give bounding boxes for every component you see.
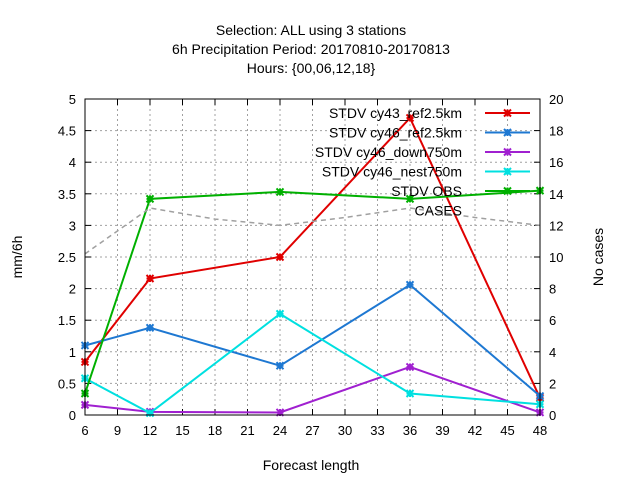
- title-line-2: 6h Precipitation Period: 20170810-201708…: [172, 41, 450, 57]
- x-tick-label: 21: [240, 423, 254, 438]
- x-tick-label: 30: [338, 423, 352, 438]
- y2-tick-label: 6: [549, 313, 556, 328]
- data-point-stdv-cy46-down750m: [275, 408, 285, 417]
- y-tick-label: 2: [69, 282, 76, 297]
- x-tick-label: 33: [370, 423, 384, 438]
- x-tick-label: 36: [403, 423, 417, 438]
- y-tick-label: 3.5: [58, 187, 76, 202]
- y2-tick-label: 0: [549, 408, 556, 423]
- legend-marker-stdv-cy46-down750m: [503, 147, 512, 157]
- x-tick-label: 15: [175, 423, 189, 438]
- x-tick-label: 42: [468, 423, 482, 438]
- title-line-3: Hours: {00,06,12,18}: [247, 60, 376, 76]
- x-tick-label: 27: [305, 423, 319, 438]
- x-tick-label: 18: [208, 423, 222, 438]
- chart-title: Selection: ALL using 3 stations 6h Preci…: [172, 22, 450, 76]
- x-tick-label: 9: [114, 423, 121, 438]
- legend: STDV cy43_ref2.5km STDV cy46_ref2.5km STDV…: [315, 105, 530, 219]
- data-point-stdv-obs: [405, 194, 415, 204]
- legend-marker-stdv-obs: [503, 186, 512, 196]
- data-point-stdv-cy46-ref2-5km: [405, 280, 415, 290]
- series-line-cases: [84, 207, 541, 255]
- y2-tick-label: 18: [549, 124, 563, 139]
- y2-axis-label: No cases: [590, 228, 606, 286]
- legend-marker-stdv-cy43-ref2-5km: [503, 108, 512, 118]
- x-tick-label: 24: [273, 423, 287, 438]
- y2-tick-label: 4: [549, 345, 556, 360]
- y-tick-label: 5: [69, 92, 76, 107]
- title-line-1: Selection: ALL using 3 stations: [216, 22, 406, 38]
- y-tick-label: 4: [69, 155, 76, 170]
- y-axis-label: mm/6h: [9, 236, 25, 279]
- x-tick-label: 45: [500, 423, 514, 438]
- x-tick-label: 6: [81, 423, 88, 438]
- data-point-stdv-cy46-nest750m: [405, 389, 415, 398]
- legend-label-stdv-cy43-ref2-5km: STDV cy43_ref2.5km: [329, 105, 462, 121]
- data-point-stdv-obs: [275, 187, 285, 197]
- y-tick-label: 0.5: [58, 376, 76, 391]
- data-point-stdv-cy46-down750m: [405, 362, 415, 372]
- plot-frame: [84, 98, 541, 416]
- data-point-stdv-cy46-nest750m: [275, 309, 285, 319]
- y2-tick-label: 20: [549, 92, 563, 107]
- data-point-stdv-cy46-ref2-5km: [275, 361, 285, 370]
- y-tick-label: 2.5: [58, 250, 76, 265]
- legend-label-cases: CASES: [415, 203, 462, 219]
- data-point-stdv-cy43-ref2-5km: [145, 274, 155, 283]
- legend-marker-stdv-cy46-ref2-5km: [503, 128, 512, 137]
- data-point-stdv-cy43-ref2-5km: [405, 113, 415, 123]
- y2-tick-label: 10: [549, 250, 563, 265]
- y-tick-label: 3: [69, 218, 76, 233]
- x-tick-label: 48: [533, 423, 547, 438]
- y2-tick-label: 14: [549, 187, 563, 202]
- legend-label-stdv-obs: STDV OBS: [391, 183, 462, 199]
- y2-tick-label: 16: [549, 155, 563, 170]
- legend-label-stdv-cy46-nest750m: STDV cy46_nest750m: [322, 164, 462, 180]
- legend-marker-stdv-cy46-nest750m: [503, 167, 512, 176]
- y-tick-label: 4.5: [58, 124, 76, 139]
- y-tick-label: 1.5: [58, 313, 76, 328]
- x-tick-label: 39: [435, 423, 449, 438]
- legend-label-stdv-cy46-ref2-5km: STDV cy46_ref2.5km: [329, 125, 462, 141]
- data-point-stdv-cy43-ref2-5km: [275, 252, 285, 262]
- y-axis-ticks: 0 0.5 1 1.5 2 2.5 3 3.5 4 4.5 5: [58, 92, 91, 423]
- series-lines: [80, 113, 545, 418]
- data-point-stdv-cy46-ref2-5km: [145, 323, 155, 332]
- y-tick-label: 0: [69, 408, 76, 423]
- x-axis-label: Forecast length: [263, 457, 360, 473]
- y2-axis-ticks: 0 2 4 6 8 10 12 14 16 18 20: [534, 92, 563, 423]
- y2-tick-label: 8: [549, 282, 556, 297]
- legend-label-stdv-cy46-down750m: STDV cy46_down750m: [315, 144, 462, 160]
- x-tick-label: 12: [143, 423, 157, 438]
- y2-tick-label: 2: [549, 376, 556, 391]
- grid-lines: [85, 99, 540, 415]
- y-tick-label: 1: [69, 345, 76, 360]
- y2-tick-label: 12: [549, 218, 563, 233]
- data-point-stdv-obs: [145, 194, 155, 204]
- data-point-stdv-cy46-nest750m: [145, 408, 155, 418]
